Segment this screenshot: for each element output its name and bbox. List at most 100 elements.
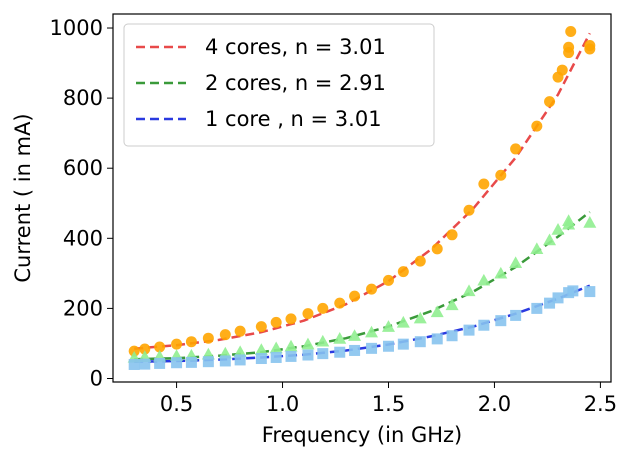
data-point-series-1 bbox=[254, 343, 268, 355]
data-point-series-0 bbox=[234, 325, 246, 337]
data-point-series-1 bbox=[562, 214, 576, 226]
y-tick-label: 800 bbox=[63, 86, 103, 110]
data-point-series-2 bbox=[495, 315, 507, 327]
data-point-series-1 bbox=[477, 273, 491, 286]
data-point-series-0 bbox=[544, 96, 556, 108]
data-point-series-2 bbox=[567, 285, 579, 297]
x-tick-label: 2.5 bbox=[584, 392, 617, 416]
data-point-series-2 bbox=[202, 356, 214, 368]
data-point-series-2 bbox=[234, 354, 246, 366]
data-point-series-1 bbox=[301, 337, 315, 350]
x-axis-label: Frequency (in GHz) bbox=[262, 423, 462, 447]
data-point-series-2 bbox=[397, 338, 409, 350]
data-point-series-2 bbox=[171, 357, 183, 369]
data-point-series-2 bbox=[552, 292, 564, 304]
data-point-series-0 bbox=[584, 40, 596, 52]
data-points bbox=[127, 26, 597, 370]
data-point-series-2 bbox=[349, 344, 361, 356]
data-point-series-0 bbox=[255, 321, 267, 333]
data-point-series-0 bbox=[531, 120, 543, 132]
x-tick-label: 1.0 bbox=[266, 392, 299, 416]
data-point-series-0 bbox=[495, 169, 507, 181]
data-point-series-2 bbox=[285, 350, 297, 362]
data-point-series-2 bbox=[544, 297, 556, 309]
data-point-series-1 bbox=[413, 311, 427, 324]
data-point-series-1 bbox=[430, 305, 444, 318]
data-point-series-2 bbox=[510, 309, 522, 321]
data-point-series-0 bbox=[382, 274, 394, 286]
data-point-series-2 bbox=[139, 358, 151, 370]
data-point-series-2 bbox=[366, 342, 378, 354]
data-point-series-2 bbox=[185, 356, 197, 368]
data-point-series-2 bbox=[154, 357, 166, 369]
plot-frame bbox=[112, 13, 612, 383]
y-tick-label: 400 bbox=[63, 226, 103, 250]
data-point-series-1 bbox=[530, 242, 544, 255]
data-point-series-2 bbox=[531, 302, 543, 314]
data-point-series-1 bbox=[551, 223, 565, 235]
data-point-series-2 bbox=[414, 336, 426, 348]
data-point-series-0 bbox=[414, 255, 426, 267]
data-point-series-1 bbox=[316, 334, 330, 347]
data-point-series-0 bbox=[154, 341, 166, 353]
data-point-series-0 bbox=[334, 297, 346, 309]
data-point-series-0 bbox=[171, 338, 183, 350]
legend-box bbox=[123, 23, 435, 147]
data-point-series-0 bbox=[446, 229, 458, 241]
legend: 4 cores, n = 3.01 2 cores, n = 2.91 1 core… bbox=[123, 23, 435, 147]
data-point-series-1 bbox=[583, 216, 597, 228]
x-tick-label: 1.5 bbox=[372, 392, 405, 416]
data-point-series-0 bbox=[366, 283, 378, 295]
data-point-series-2 bbox=[463, 324, 475, 336]
data-point-series-0 bbox=[317, 302, 329, 314]
data-point-series-2 bbox=[219, 355, 231, 367]
data-point-series-2 bbox=[255, 353, 267, 365]
data-point-series-1 bbox=[445, 298, 459, 311]
y-tick-label: 600 bbox=[63, 156, 103, 180]
data-point-series-0 bbox=[397, 266, 409, 278]
data-point-series-2 bbox=[446, 330, 458, 342]
data-point-series-2 bbox=[584, 286, 596, 298]
y-tick-label: 0 bbox=[90, 366, 103, 390]
legend-label-series-2: 1 core , n = 3.01 bbox=[205, 107, 382, 131]
data-point-series-1 bbox=[381, 320, 395, 332]
data-point-series-0 bbox=[270, 316, 282, 328]
data-point-series-0 bbox=[285, 313, 297, 325]
data-point-series-0 bbox=[478, 178, 490, 190]
y-tick-label: 200 bbox=[63, 296, 103, 320]
legend-label-series-0: 4 cores, n = 3.01 bbox=[205, 35, 386, 59]
data-point-series-2 bbox=[270, 351, 282, 363]
y-tick-label: 1000 bbox=[50, 16, 103, 40]
data-point-series-1 bbox=[348, 329, 362, 341]
data-point-series-0 bbox=[563, 41, 575, 53]
data-point-series-0 bbox=[463, 204, 475, 216]
data-point-series-0 bbox=[302, 308, 314, 320]
data-point-series-2 bbox=[334, 346, 346, 358]
x-axis-ticks: 0.5 1.0 1.5 2.0 2.5 bbox=[160, 382, 617, 416]
data-point-series-2 bbox=[317, 348, 329, 360]
data-point-series-1 bbox=[494, 266, 508, 279]
data-point-series-2 bbox=[302, 349, 314, 361]
data-point-series-1 bbox=[462, 284, 476, 297]
data-point-series-0 bbox=[431, 243, 443, 255]
data-point-series-2 bbox=[382, 340, 394, 352]
x-tick-label: 2.0 bbox=[478, 392, 511, 416]
data-point-series-2 bbox=[478, 319, 490, 331]
data-point-series-0 bbox=[185, 336, 197, 348]
data-point-series-0 bbox=[556, 64, 568, 76]
data-point-series-0 bbox=[565, 26, 577, 38]
data-point-series-1 bbox=[396, 315, 410, 328]
legend-label-series-1: 2 cores, n = 2.91 bbox=[205, 71, 386, 95]
data-point-series-1 bbox=[269, 341, 283, 354]
data-point-series-1 bbox=[365, 325, 379, 338]
data-point-series-2 bbox=[128, 358, 140, 370]
data-point-series-1 bbox=[233, 345, 247, 358]
data-point-series-1 bbox=[543, 233, 557, 246]
data-point-series-1 bbox=[509, 256, 523, 269]
data-point-series-0 bbox=[139, 343, 151, 355]
data-point-series-0 bbox=[202, 332, 214, 344]
data-point-series-1 bbox=[333, 332, 347, 344]
data-point-series-0 bbox=[349, 290, 361, 302]
y-axis-ticks: 0 200 400 600 800 1000 bbox=[50, 16, 113, 390]
